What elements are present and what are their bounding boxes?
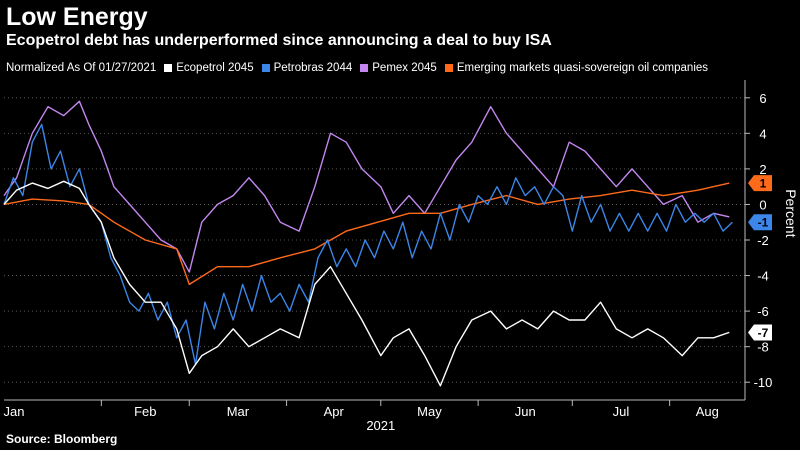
end-value-label: -7 [758,326,769,340]
legend: Normalized As Of 01/27/2021 Ecopetrol 20… [6,60,716,76]
x-tick-label: Jan [4,404,25,419]
y-tick-label: -6 [757,304,769,319]
legend-item-em-oil: Emerging markets quasi-sovereign oil com… [444,62,709,74]
x-tick-label: Apr [324,404,345,419]
end-value-badge [748,214,772,231]
end-value-label: -1 [758,216,769,230]
y-tick-label: -8 [757,340,769,355]
y-axis-title: Percent [783,189,799,237]
series-line-emerging-markets-quasi-sovereign-oil-companies [3,182,730,286]
x-tick-label: Jun [515,404,536,419]
legend-item-pemex: Pemex 2045 [360,62,437,74]
legend-swatch-petrobras [261,64,270,72]
series-line-petrobras-2044 [3,123,733,366]
x-tick-label: Mar [227,404,250,419]
y-tick-label: 2 [759,162,766,177]
x-tick-label: May [417,404,442,419]
legend-swatch-em-oil [444,64,453,72]
y-tick-label: -4 [757,269,769,284]
end-value-badge [748,175,772,192]
legend-swatch-ecopetrol [164,64,173,72]
y-tick-label: 6 [759,91,766,106]
legend-label-petrobras: Petrobras 2044 [273,62,353,74]
legend-swatch-pemex [360,64,369,72]
legend-label-pemex: Pemex 2045 [372,62,437,74]
legend-item-ecopetrol: Ecopetrol 2045 [164,62,254,74]
legend-label-em-oil: Emerging markets quasi-sovereign oil com… [456,62,709,74]
y-tick-label: 4 [759,126,766,141]
series-line-ecopetrol-2045 [3,180,730,387]
x-tick-label: Feb [134,404,156,419]
legend-normalization-note: Normalized As Of 01/27/2021 [6,62,157,74]
end-value-badge [748,324,772,341]
legend-label-ecopetrol: Ecopetrol 2045 [176,62,254,74]
y-tick-label: -10 [754,375,773,390]
x-tick-label: Aug [696,404,719,419]
series-line-pemex-2045 [3,100,730,273]
source-note: Source: Bloomberg [6,432,118,446]
legend-item-petrobras: Petrobras 2044 [261,62,353,74]
end-value-label: 1 [760,177,767,191]
x-tick-label: Jul [613,404,630,419]
chart-title: Low Energy [6,3,148,31]
y-tick-label: 0 [759,197,766,212]
y-tick-label: -2 [757,233,769,248]
chart-subtitle: Ecopetrol debt has underperformed since … [6,32,552,49]
x-axis-title: 2021 [366,418,395,433]
